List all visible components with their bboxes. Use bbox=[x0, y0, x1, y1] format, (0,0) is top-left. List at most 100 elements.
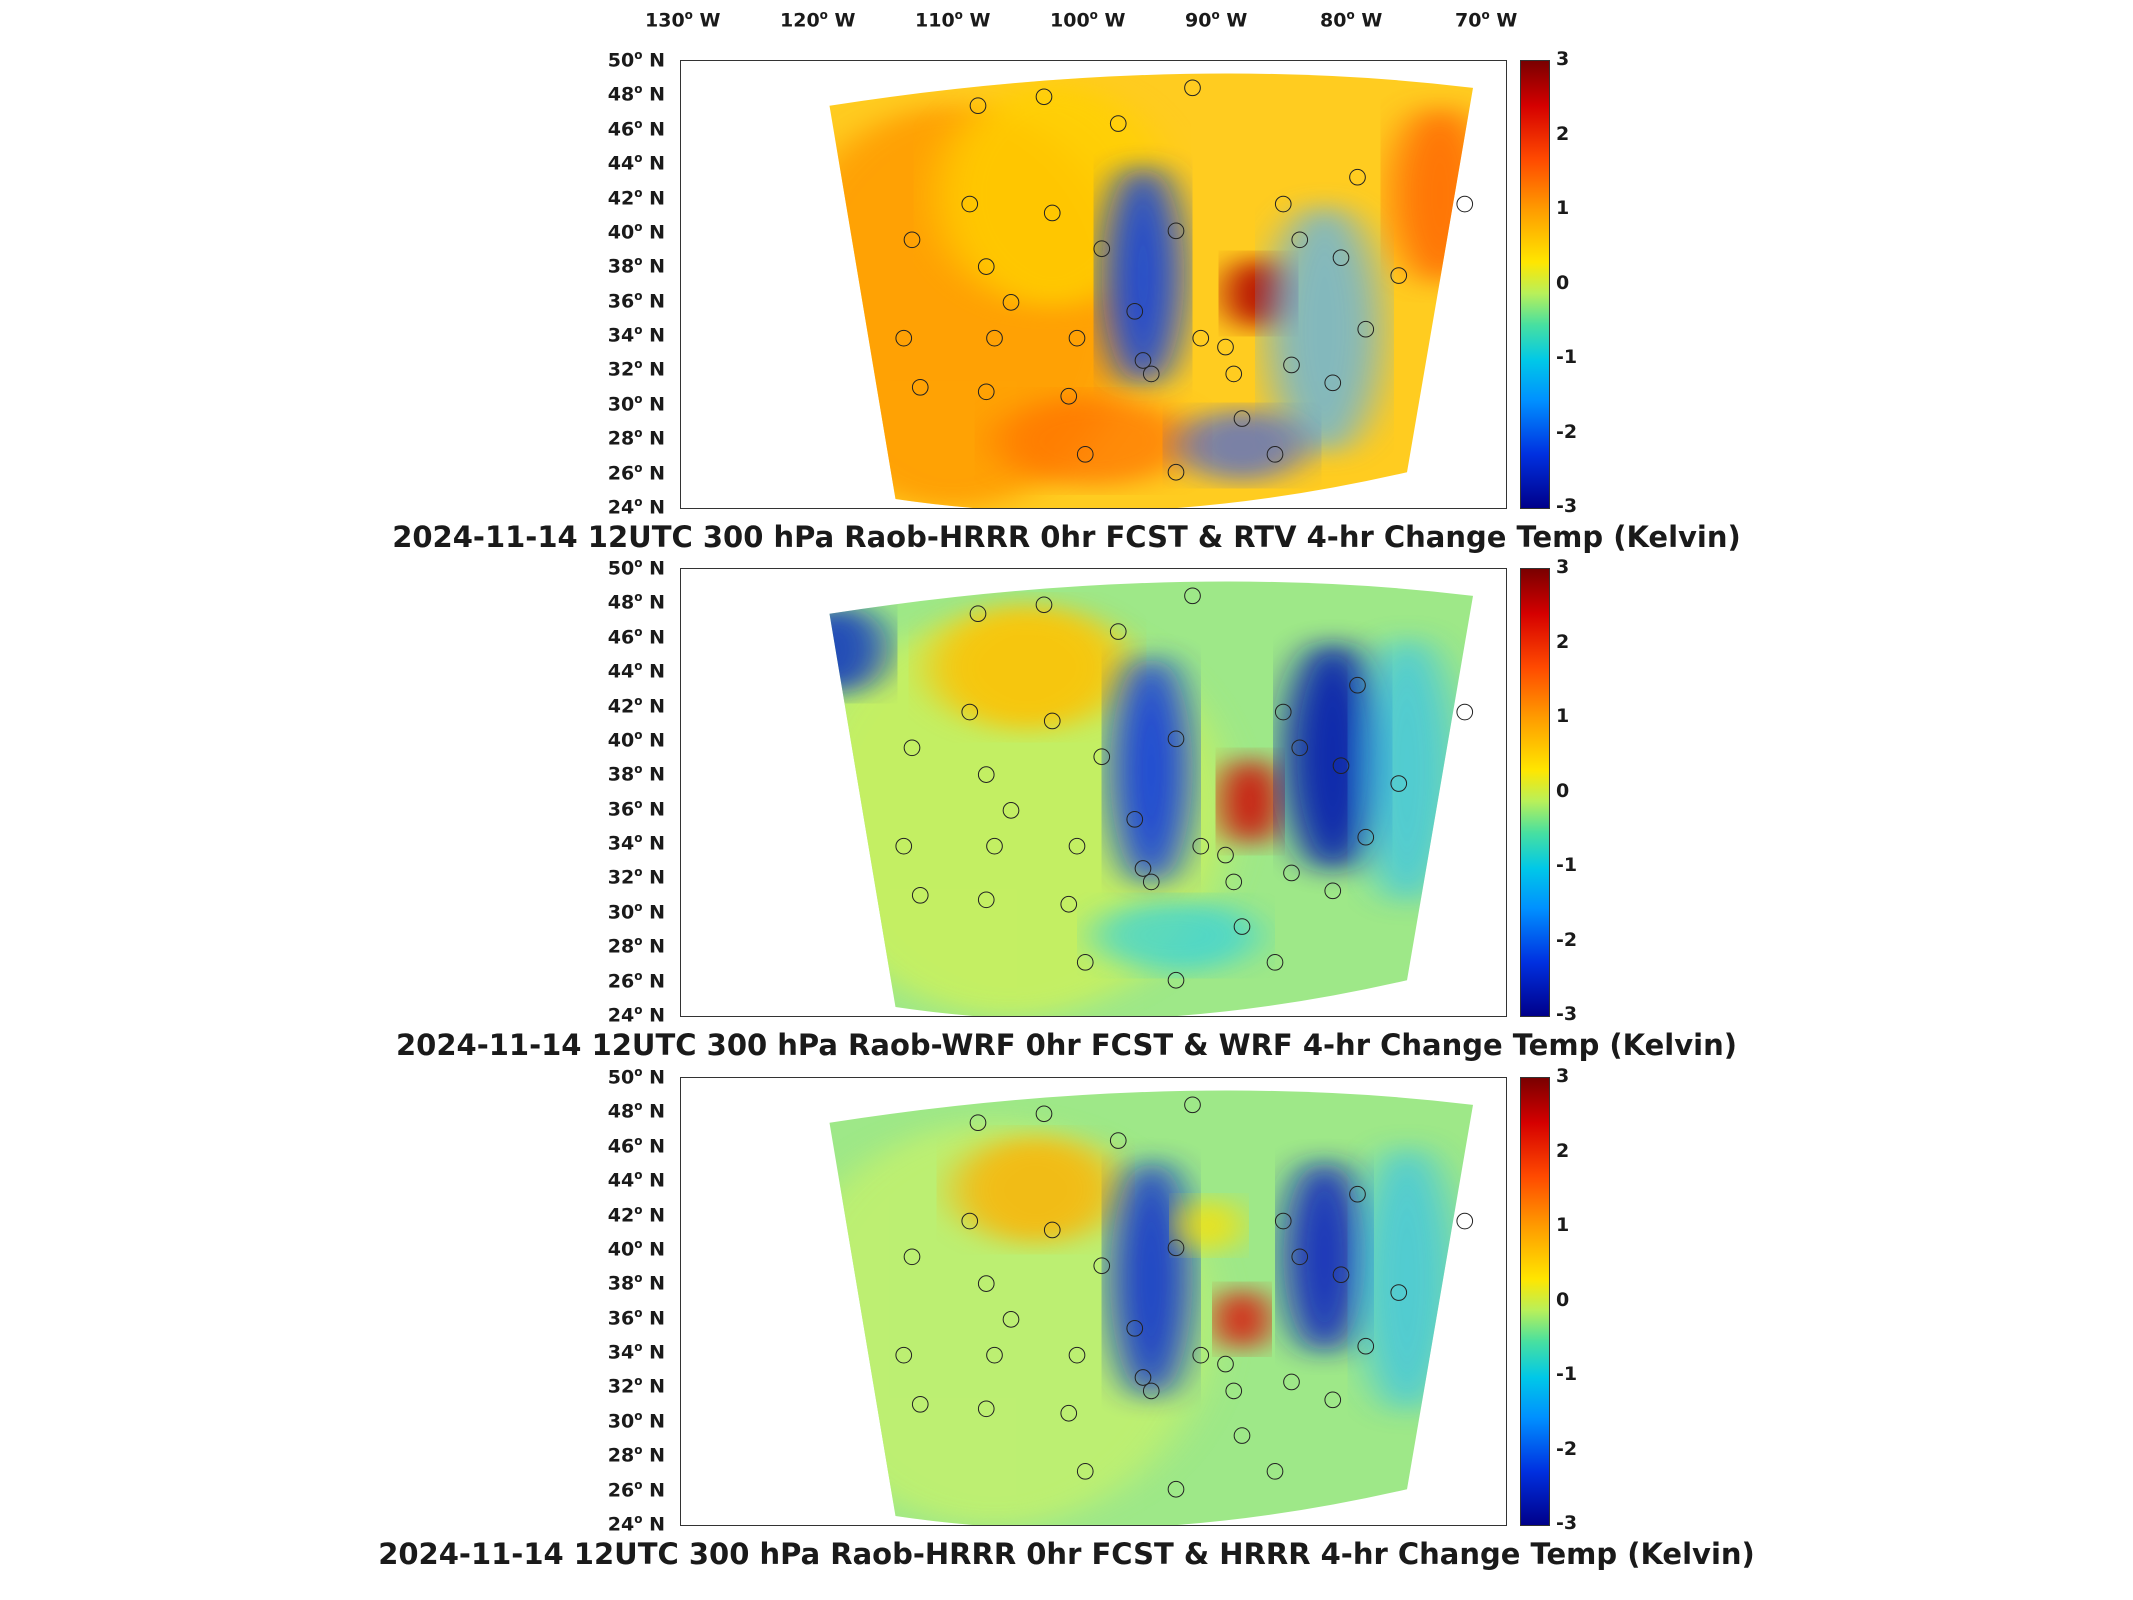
raob-station-marker bbox=[1358, 829, 1374, 845]
raob-station-marker bbox=[1110, 1133, 1126, 1149]
latitude-label: 30o N bbox=[607, 899, 665, 924]
colorbar-tick-label: 0 bbox=[1556, 779, 1570, 802]
raob-station-marker bbox=[1226, 874, 1242, 890]
raob-station-marker bbox=[1094, 241, 1110, 257]
latitude-label: 32o N bbox=[607, 865, 665, 889]
raob-station-marker bbox=[1284, 865, 1300, 881]
latitude-label: 48o N bbox=[607, 1099, 665, 1123]
raob-station-marker bbox=[962, 1213, 978, 1229]
raob-station-marker bbox=[1350, 677, 1366, 693]
latitude-label: 24o N bbox=[607, 1512, 665, 1536]
colorbar-tick-label: -2 bbox=[1556, 420, 1578, 443]
latitude-label: 36o N bbox=[607, 796, 665, 821]
panel-title: 2024-11-14 12UTC 300 hPa Raob-HRRR 0hr F… bbox=[392, 520, 1741, 554]
raob-station-marker bbox=[1110, 624, 1126, 640]
panel-title: 2024-11-14 12UTC 300 hPa Raob-WRF 0hr FC… bbox=[395, 1028, 1737, 1062]
raob-station-marker bbox=[978, 1401, 994, 1417]
temperature-field bbox=[681, 61, 1506, 508]
latitude-label: 44o N bbox=[607, 1168, 665, 1192]
raob-station-marker bbox=[1003, 803, 1019, 819]
raob-station-marker bbox=[1292, 1249, 1308, 1265]
raob-station-marker bbox=[1333, 758, 1349, 774]
boundary-line bbox=[1341, 591, 1473, 926]
raob-station-marker bbox=[1234, 411, 1250, 427]
raob-station-marker bbox=[896, 330, 912, 346]
raob-station-marker bbox=[1185, 1097, 1201, 1113]
latitude-label: 46o N bbox=[607, 1133, 665, 1158]
anomaly-patch bbox=[953, 1136, 1119, 1244]
boundary-line bbox=[1341, 1100, 1473, 1435]
map-panel-3 bbox=[680, 1077, 1507, 1526]
raob-station-marker bbox=[1168, 1481, 1184, 1497]
raob-station-marker bbox=[1193, 838, 1209, 854]
raob-station-marker bbox=[1061, 896, 1077, 912]
latitude-label: 28o N bbox=[607, 934, 665, 958]
boundary-line bbox=[809, 578, 916, 980]
colorbar-tick-label: 0 bbox=[1556, 271, 1570, 294]
longitude-label: 120o W bbox=[780, 8, 856, 32]
colorbar-tick-label: -3 bbox=[1556, 1512, 1578, 1534]
raob-station-marker bbox=[896, 1347, 912, 1363]
latitude-label: 42o N bbox=[607, 693, 665, 717]
raob-station-marker bbox=[1234, 919, 1250, 935]
raob-station-marker bbox=[1077, 447, 1093, 463]
temperature-field bbox=[681, 1078, 1506, 1525]
raob-station-marker bbox=[1391, 776, 1407, 792]
raob-station-marker bbox=[1284, 1374, 1300, 1390]
raob-station-marker bbox=[1168, 1240, 1184, 1256]
colorbar-tick-label: 3 bbox=[1556, 556, 1570, 578]
raob-station-marker bbox=[1457, 704, 1473, 720]
raob-station-marker bbox=[1333, 1267, 1349, 1283]
longitude-label: 130o W bbox=[645, 8, 721, 32]
raob-station-marker bbox=[978, 767, 994, 783]
colorbar bbox=[1520, 1077, 1550, 1526]
anomaly-patch bbox=[1101, 163, 1185, 388]
raob-station-marker bbox=[978, 259, 994, 275]
raob-station-marker bbox=[1168, 223, 1184, 239]
raob-station-marker bbox=[978, 892, 994, 908]
map-panel-2 bbox=[680, 568, 1507, 1017]
latitude-label: 50o N bbox=[607, 1065, 665, 1089]
raob-station-marker bbox=[1218, 1356, 1234, 1372]
colorbar-tick-label: 2 bbox=[1556, 122, 1570, 145]
latitude-label: 42o N bbox=[607, 1202, 665, 1226]
longitude-label: 90o W bbox=[1185, 8, 1248, 32]
latitude-label: 26o N bbox=[607, 460, 665, 484]
raob-station-marker bbox=[912, 379, 928, 395]
raob-station-marker bbox=[1350, 169, 1366, 185]
raob-station-marker bbox=[1110, 116, 1126, 132]
colorbar-tick-label: -1 bbox=[1556, 854, 1578, 876]
raob-station-marker bbox=[1292, 232, 1308, 248]
raob-station-marker bbox=[962, 704, 978, 720]
raob-station-marker bbox=[1226, 366, 1242, 382]
raob-station-marker bbox=[1127, 1320, 1143, 1336]
anomaly-patch bbox=[1110, 653, 1193, 887]
colorbar-tick-label: -2 bbox=[1556, 1437, 1578, 1460]
colorbar-tick-label: 3 bbox=[1556, 48, 1570, 70]
raob-station-marker bbox=[1127, 303, 1143, 319]
boundary-line bbox=[809, 70, 916, 472]
latitude-label: 30o N bbox=[607, 1408, 665, 1433]
temperature-field bbox=[681, 569, 1506, 1016]
latitude-label: 44o N bbox=[607, 151, 665, 175]
raob-station-marker bbox=[1325, 1392, 1341, 1408]
raob-station-marker bbox=[1069, 838, 1085, 854]
raob-station-marker bbox=[1143, 366, 1159, 382]
raob-station-marker bbox=[904, 740, 920, 756]
anomaly-patch bbox=[1176, 1198, 1242, 1253]
raob-station-marker bbox=[1457, 1213, 1473, 1229]
raob-station-marker bbox=[1077, 955, 1093, 971]
raob-station-marker bbox=[912, 1396, 928, 1412]
raob-station-marker bbox=[1168, 972, 1184, 988]
raob-station-marker bbox=[1185, 80, 1201, 96]
raob-station-marker bbox=[987, 330, 1003, 346]
raob-station-marker bbox=[1292, 740, 1308, 756]
latitude-label: 24o N bbox=[607, 495, 665, 519]
colorbar-tick-label: 1 bbox=[1556, 197, 1570, 219]
raob-station-marker bbox=[1275, 1213, 1291, 1229]
anomaly-patch bbox=[1283, 1158, 1366, 1356]
longitude-label: 70o W bbox=[1455, 8, 1518, 32]
raob-station-marker bbox=[1036, 597, 1052, 613]
latitude-label: 38o N bbox=[607, 762, 665, 786]
latitude-label: 40o N bbox=[607, 727, 665, 752]
